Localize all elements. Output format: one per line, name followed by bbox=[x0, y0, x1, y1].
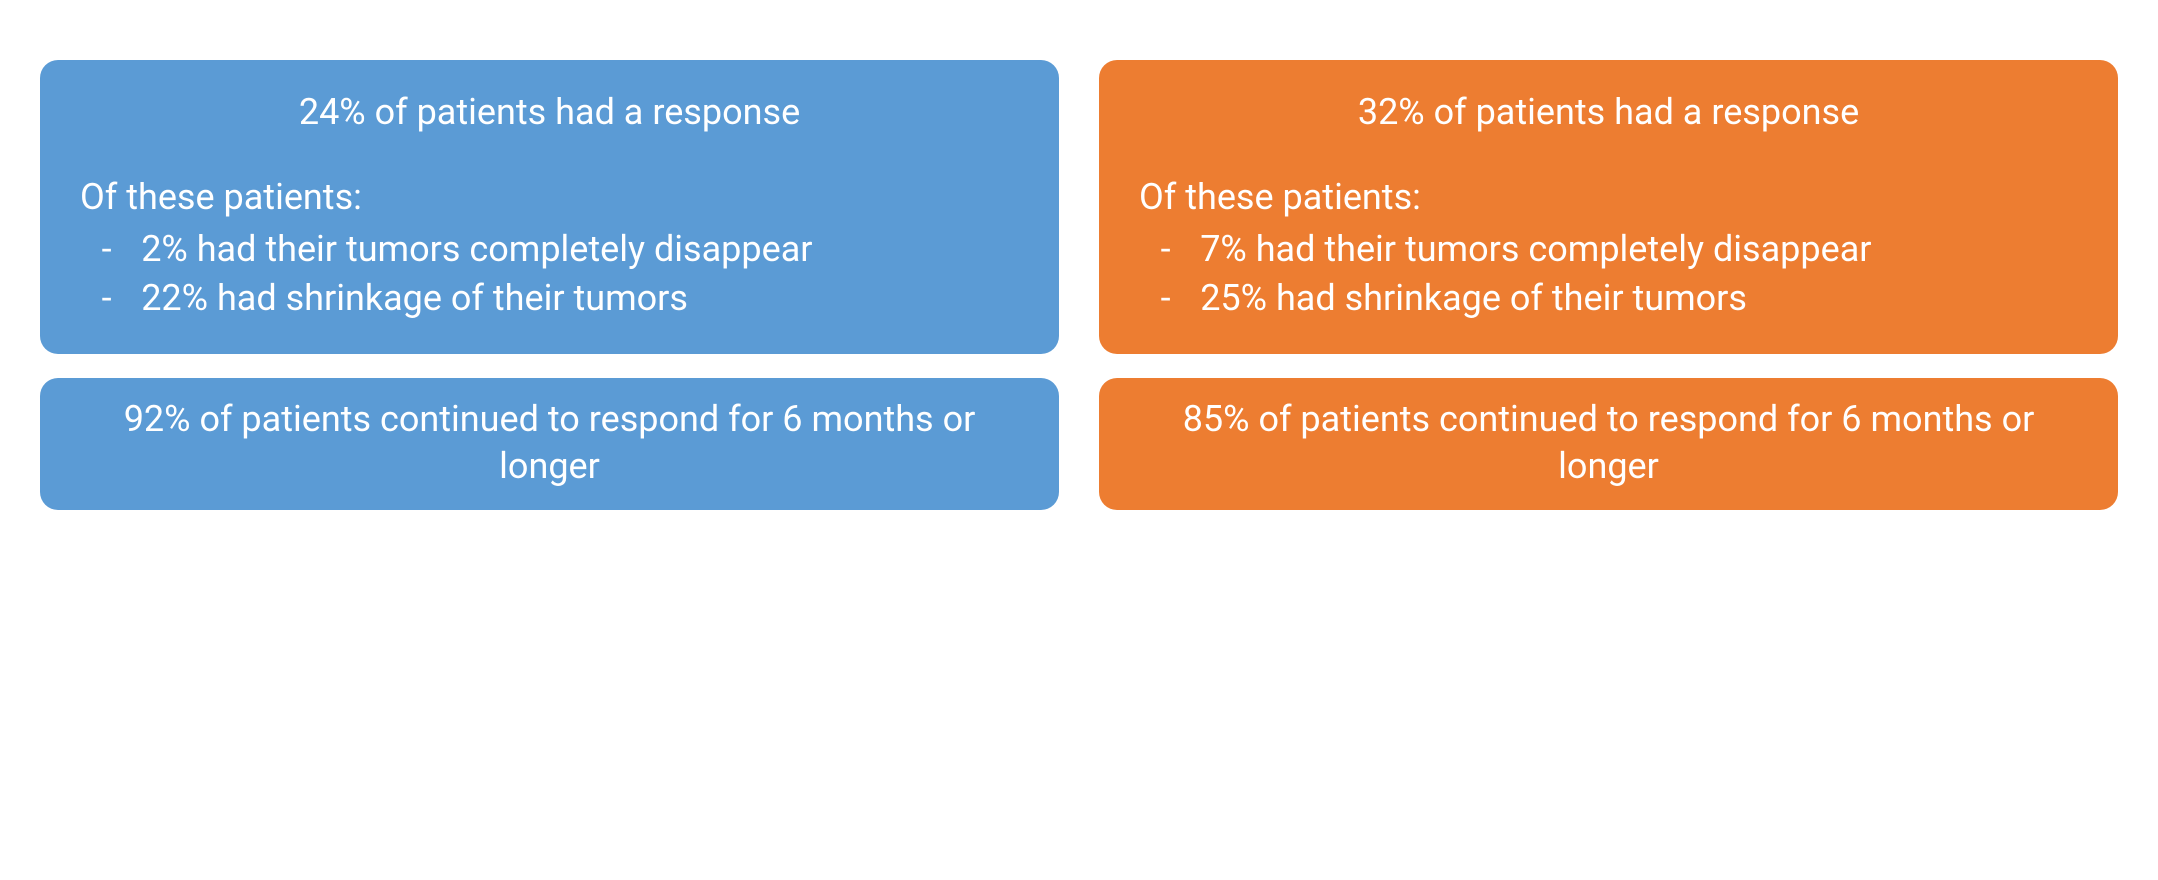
right-bullet-2: 25% had shrinkage of their tumors bbox=[1161, 274, 2078, 323]
left-bullet-1: 2% had their tumors completely disappear bbox=[102, 225, 1019, 274]
infographic-grid: 24% of patients had a response Of these … bbox=[40, 60, 2118, 510]
right-subhead: Of these patients: bbox=[1139, 173, 2078, 222]
left-subhead: Of these patients: bbox=[80, 173, 1019, 222]
left-footer-text: 92% of patients continued to respond for… bbox=[80, 396, 1019, 490]
right-bullet-1: 7% had their tumors completely disappear bbox=[1161, 225, 2078, 274]
right-footer-card: 85% of patients continued to respond for… bbox=[1099, 378, 2118, 510]
left-bullet-list: 2% had their tumors completely disappear… bbox=[80, 225, 1019, 322]
right-footer-text: 85% of patients continued to respond for… bbox=[1139, 396, 2078, 490]
left-main-card: 24% of patients had a response Of these … bbox=[40, 60, 1059, 354]
left-headline: 24% of patients had a response bbox=[80, 88, 1019, 137]
right-main-card: 32% of patients had a response Of these … bbox=[1099, 60, 2118, 354]
left-footer-card: 92% of patients continued to respond for… bbox=[40, 378, 1059, 510]
right-headline: 32% of patients had a response bbox=[1139, 88, 2078, 137]
right-bullet-list: 7% had their tumors completely disappear… bbox=[1139, 225, 2078, 322]
left-bullet-2: 22% had shrinkage of their tumors bbox=[102, 274, 1019, 323]
